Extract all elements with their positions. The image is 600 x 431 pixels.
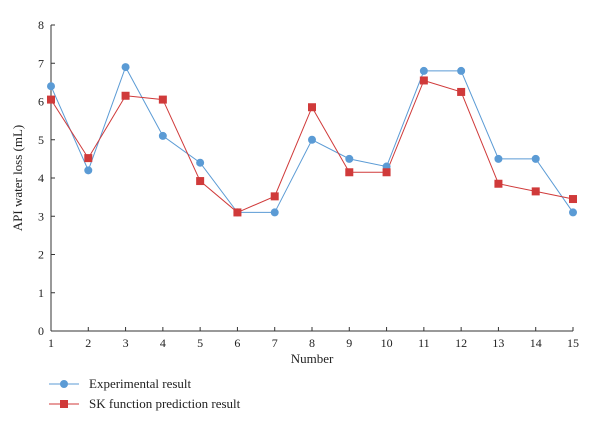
- data-point-prediction: [569, 195, 577, 204]
- y-tick-label: 5: [38, 133, 44, 147]
- x-tick-label: 15: [567, 336, 579, 350]
- data-point-prediction: [270, 192, 279, 201]
- y-tick-label: 7: [38, 56, 44, 70]
- data-point-prediction: [47, 95, 55, 104]
- data-point-prediction: [419, 76, 428, 85]
- x-ticks: 1 2 3 4 5 6 7 8 9 10 11 12 13 14 15: [48, 327, 579, 350]
- x-tick-label: 14: [530, 336, 542, 350]
- y-tick-label: 2: [38, 248, 44, 262]
- y-tick-label: 3: [38, 209, 44, 223]
- data-point-experimental: [270, 208, 279, 217]
- x-tick-label: 1: [48, 336, 54, 350]
- data-point-prediction: [345, 168, 354, 177]
- data-point-prediction: [121, 91, 130, 100]
- x-tick-label: 11: [418, 336, 430, 350]
- legend-marker-square: [60, 400, 68, 408]
- data-point-prediction: [531, 187, 540, 196]
- axes: [50, 25, 573, 332]
- data-point-prediction: [382, 168, 391, 177]
- data-point-experimental: [345, 154, 354, 163]
- legend: Experimental result SK function predicti…: [49, 376, 241, 411]
- data-point-prediction: [494, 179, 503, 188]
- data-point-prediction: [84, 154, 93, 163]
- data-point-experimental: [457, 66, 466, 75]
- x-tick-label: 2: [85, 336, 91, 350]
- x-tick-label: 7: [272, 336, 278, 350]
- x-tick-label: 6: [234, 336, 240, 350]
- x-tick-label: 4: [160, 336, 166, 350]
- legend-item-prediction: SK function prediction result: [49, 396, 241, 411]
- x-tick-label: 10: [381, 336, 393, 350]
- data-point-experimental: [494, 154, 503, 163]
- data-point-experimental: [531, 154, 540, 163]
- data-point-experimental: [158, 131, 167, 140]
- x-tick-label: 5: [197, 336, 203, 350]
- data-point-prediction: [196, 177, 205, 186]
- data-point-experimental: [419, 66, 428, 75]
- data-point-experimental: [84, 166, 93, 175]
- y-ticks: 0 1 2 3 4 5 6 7 8: [38, 18, 55, 338]
- y-tick-label: 8: [38, 18, 44, 32]
- x-tick-label: 3: [123, 336, 129, 350]
- legend-label-experimental: Experimental result: [89, 376, 192, 391]
- x-tick-label: 8: [309, 336, 315, 350]
- legend-item-experimental: Experimental result: [49, 376, 192, 391]
- data-point-experimental: [569, 208, 577, 217]
- data-point-experimental: [121, 63, 130, 72]
- y-tick-label: 6: [38, 95, 44, 109]
- x-tick-label: 12: [455, 336, 467, 350]
- data-point-prediction: [233, 208, 242, 217]
- series-layer: [47, 63, 577, 217]
- data-point-experimental: [308, 135, 316, 144]
- x-axis-title: Number: [291, 351, 334, 366]
- data-point-prediction: [158, 95, 167, 104]
- x-tick-label: 13: [492, 336, 504, 350]
- y-tick-label: 0: [38, 324, 44, 338]
- legend-label-prediction: SK function prediction result: [89, 396, 241, 411]
- data-point-prediction: [457, 87, 466, 96]
- data-point-prediction: [308, 103, 316, 112]
- y-tick-label: 1: [38, 286, 44, 300]
- x-tick-label: 9: [346, 336, 352, 350]
- y-axis-title: API water loss (mL): [10, 125, 25, 232]
- legend-marker-circle: [60, 380, 68, 388]
- data-point-experimental: [196, 158, 205, 167]
- y-tick-label: 4: [38, 171, 44, 185]
- series-line-prediction: [50, 79, 574, 214]
- data-point-experimental: [47, 82, 55, 91]
